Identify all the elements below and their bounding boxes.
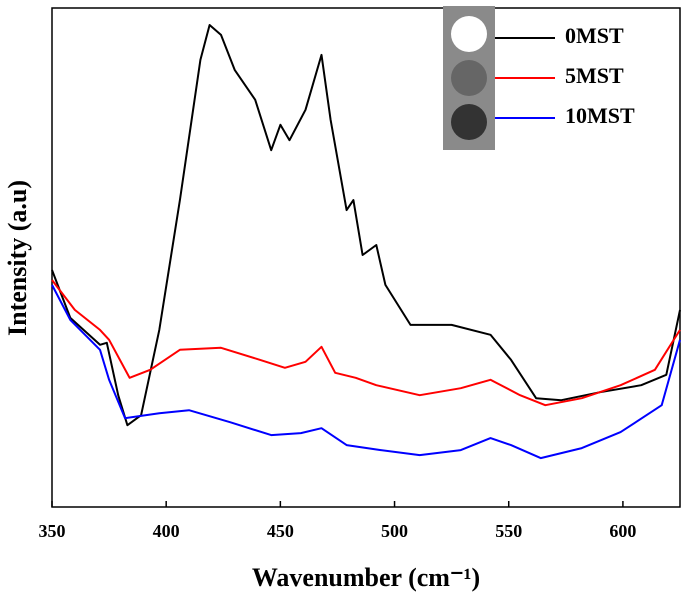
series-line xyxy=(51,24,681,427)
x-tick-label: 500 xyxy=(381,521,408,541)
x-tick-label: 400 xyxy=(153,521,180,541)
plot-frame xyxy=(51,7,681,508)
legend-photo xyxy=(443,6,495,150)
x-axis-label: Wavenumber (cm⁻¹) xyxy=(252,563,480,592)
legend-label: 5MST xyxy=(565,63,624,88)
x-tick-label: 350 xyxy=(39,521,66,541)
series-line xyxy=(51,284,681,460)
x-tick-label: 450 xyxy=(267,521,294,541)
x-tick-label: 550 xyxy=(495,521,522,541)
y-axis-label: Intensity (a.u) xyxy=(3,180,32,336)
legend-label: 10MST xyxy=(565,103,635,128)
legend-label: 0MST xyxy=(565,23,624,48)
series-line xyxy=(51,279,681,407)
x-tick-label: 600 xyxy=(609,521,636,541)
